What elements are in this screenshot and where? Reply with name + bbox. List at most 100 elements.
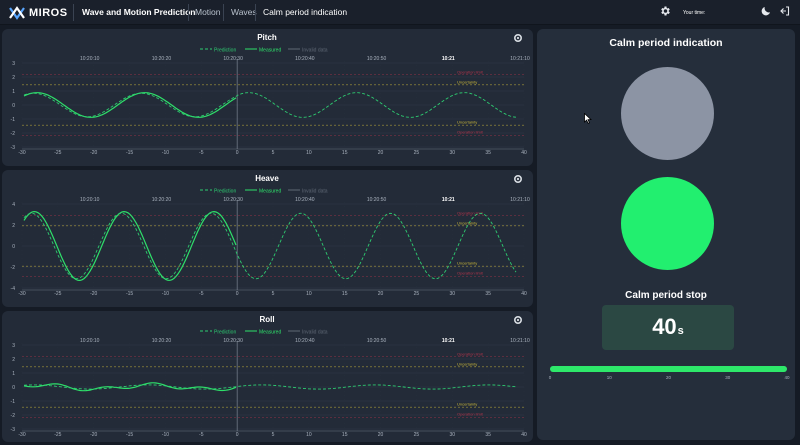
x-tick-label: 0 [236,432,239,438]
progress-tick-label: 40 [784,375,790,380]
divider [223,4,224,21]
y-tick-label: 2 [12,75,15,81]
x-tick-label: 30 [450,432,456,438]
legend-invalid: Invalid data [302,330,328,336]
y-tick-label: 4 [12,202,15,208]
y-tick-label: -2 [11,131,16,137]
x-tick-label: 15 [342,291,348,297]
time-tick-label: 10:20:20 [152,338,172,344]
progress-tick-label: 30 [725,375,731,380]
time-tick-label: 10:20:50 [367,338,387,344]
calm-stop-value-wrap: 40s [602,314,734,340]
top-bar: MIROS Wave and Motion Prediction Motion … [0,0,800,25]
x-tick-label: -10 [162,150,169,156]
calm-stop-box: 40s [602,305,734,350]
time-tick-label: 10:20:20 [152,56,172,62]
time-tick-label: 10:21:10 [510,197,530,203]
limit-label: Uncertainty [457,361,477,366]
mouse-cursor-icon [584,113,592,124]
logout-icon[interactable] [779,5,791,17]
pitch-chart: Pitch Prediction Measured Invalid data 10:20… [11,33,530,156]
time-tick-label: 10:20:40 [295,197,315,203]
legend-measured: Measured [259,48,281,54]
gear-hub [516,318,520,322]
brand-logo[interactable]: MIROS [8,5,68,21]
chart-settings-gear-icon[interactable] [513,174,523,184]
legend-prediction: Prediction [214,330,236,336]
y-tick-label: -4 [11,286,16,292]
progress-tick-label: 20 [666,375,672,380]
x-tick-label: 10 [306,291,312,297]
x-tick-label: 25 [414,291,420,297]
y-tick-label: 1 [12,89,15,95]
x-tick-label: 5 [272,150,275,156]
measured-series-line [23,92,237,118]
progress-tick-label: 0 [549,375,552,380]
progress-tick-label: 10 [607,375,613,380]
x-tick-label: -5 [199,150,204,156]
measured-series-line [23,210,237,282]
chart-title: Roll [259,315,274,324]
limit-label: Uncertainty [457,402,477,407]
x-tick-label: 5 [272,291,275,297]
time-tick-label: 10:20:50 [367,197,387,203]
heave-panel: Heave Prediction Measured Invalid data 10:20… [2,170,533,307]
legend-prediction: Prediction [214,189,236,195]
x-tick-label: 40 [521,432,527,438]
x-tick-label: 20 [378,291,384,297]
legend-invalid: Invalid data [302,48,328,54]
chart-legend: Prediction Measured Invalid data [200,189,328,195]
limit-label: Uncertainty [457,261,477,266]
y-tick-label: -2 [11,265,16,271]
time-tick-label: 10:20:10 [80,56,100,62]
x-tick-label: 25 [414,432,420,438]
calm-indicator-inactive [621,67,714,160]
progress-fill [550,366,787,372]
chart-settings-gear-icon[interactable] [513,33,523,43]
x-tick-label: -30 [18,150,25,156]
chart-settings-gear-icon[interactable] [513,315,523,325]
divider [73,4,74,21]
limit-label: Operation limit [457,351,484,356]
nav-motion[interactable]: Motion [195,7,221,17]
x-tick-label: -25 [54,432,61,438]
gear-hub [516,36,520,40]
nav-waves[interactable]: Waves [231,7,257,17]
time-tick-label: 10:20:40 [295,56,315,62]
legend-prediction: Prediction [214,48,236,54]
heave-chart: Heave Prediction Measured Invalid data 10:20… [11,174,530,297]
time-tick-label: 10:20:30 [223,338,243,344]
x-tick-label: -20 [90,291,97,297]
x-tick-label: 10 [306,432,312,438]
prediction-series-line [23,384,517,390]
calm-stop-unit: s [677,325,684,337]
x-tick-label: -5 [199,291,204,297]
limit-label: Operation limit [457,130,484,135]
time-tick-label: 10:21 [442,338,455,344]
x-tick-label: -20 [90,432,97,438]
x-tick-label: 25 [414,150,420,156]
moon-icon[interactable] [760,5,772,17]
y-tick-label: -1 [11,399,16,405]
x-tick-label: 30 [450,291,456,297]
x-tick-label: 0 [236,150,239,156]
x-tick-label: -30 [18,432,25,438]
x-tick-label: -15 [126,150,133,156]
gear-ring [513,315,523,325]
time-tick-label: 10:20:10 [80,197,100,203]
x-tick-label: -15 [126,432,133,438]
time-tick-label: 10:21:10 [510,56,530,62]
x-tick-label: 35 [485,291,491,297]
miros-logo-icon [9,6,25,20]
y-tick-label: 3 [12,61,15,67]
prediction-series-line [23,92,517,118]
x-tick-label: 15 [342,432,348,438]
gear-icon[interactable] [659,5,671,17]
limit-label: Uncertainty [457,220,477,225]
divider [255,4,256,21]
limit-label: Uncertainty [457,79,477,84]
nav-calm-period[interactable]: Calm period indication [263,7,348,17]
legend-measured: Measured [259,330,281,336]
gear-ring [513,33,523,43]
limit-label: Uncertainty [457,120,477,125]
